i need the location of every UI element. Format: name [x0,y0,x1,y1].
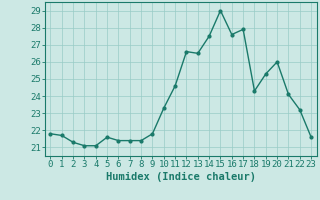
X-axis label: Humidex (Indice chaleur): Humidex (Indice chaleur) [106,172,256,182]
